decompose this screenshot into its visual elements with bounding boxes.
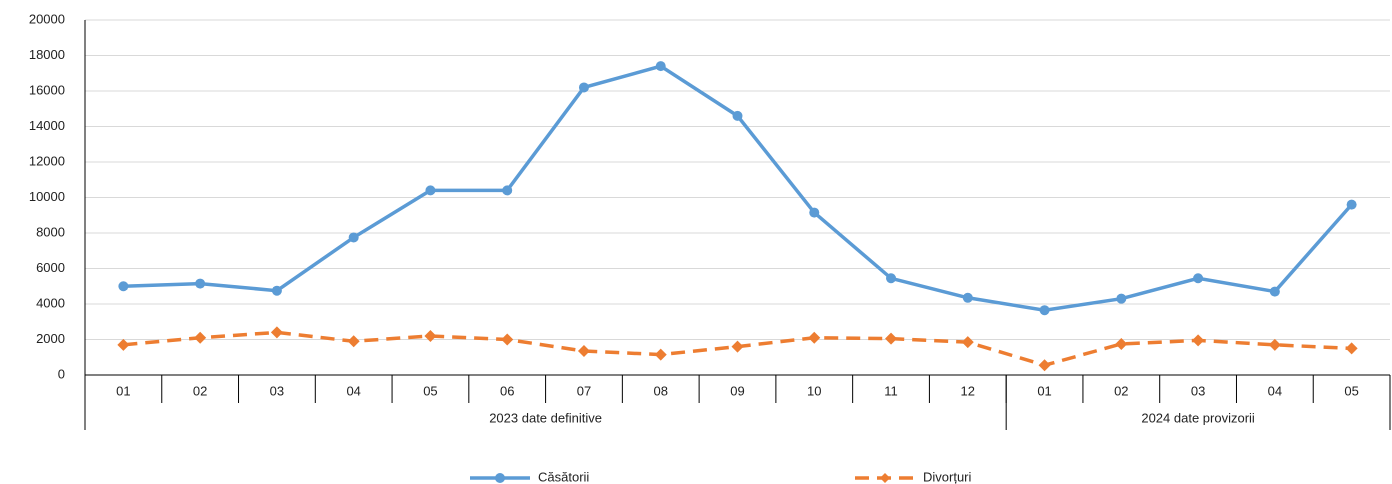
marker	[501, 333, 514, 346]
x-tick-label: 02	[1114, 383, 1128, 398]
marker	[502, 185, 513, 196]
x-tick-label: 02	[193, 383, 207, 398]
marker	[348, 232, 359, 243]
marker	[425, 185, 436, 196]
y-tick-label: 6000	[36, 260, 65, 275]
series-line	[123, 64, 1353, 312]
marker	[962, 292, 973, 303]
x-tick-label: 10	[807, 383, 821, 398]
group-label: 2023 date definitive	[489, 410, 602, 425]
marker	[424, 329, 437, 342]
legend-marker	[880, 473, 890, 483]
x-tick-label: 11	[884, 383, 898, 398]
marker	[1116, 293, 1127, 304]
legend-marker	[495, 473, 505, 483]
marker	[117, 338, 130, 351]
marker	[347, 335, 360, 348]
marker	[577, 345, 590, 358]
x-tick-label: 09	[730, 383, 744, 398]
marker	[1192, 334, 1205, 347]
x-tick-label: 03	[270, 383, 284, 398]
marker	[655, 61, 666, 72]
marker	[885, 332, 898, 345]
y-tick-label: 4000	[36, 295, 65, 310]
x-tick-label: 08	[654, 383, 668, 398]
marker	[1193, 273, 1204, 284]
marker	[578, 82, 589, 93]
x-tick-label: 01	[116, 383, 130, 398]
marker	[1269, 286, 1280, 297]
marker	[270, 326, 283, 339]
marker	[195, 278, 206, 289]
y-tick-label: 12000	[29, 153, 65, 168]
x-tick-label: 05	[423, 383, 437, 398]
marker	[808, 331, 821, 344]
marker	[961, 336, 974, 349]
y-tick-label: 18000	[29, 47, 65, 62]
x-tick-label: 07	[577, 383, 591, 398]
marker	[194, 331, 207, 344]
marker	[809, 207, 820, 218]
marker	[118, 281, 129, 292]
marker	[271, 285, 282, 296]
marker	[732, 110, 743, 121]
y-tick-label: 0	[58, 366, 65, 381]
marker	[1038, 359, 1051, 372]
x-tick-label: 12	[961, 383, 975, 398]
marker	[1039, 305, 1050, 316]
x-tick-label: 05	[1344, 383, 1358, 398]
x-tick-label: 04	[1268, 383, 1282, 398]
x-tick-label: 01	[1037, 383, 1051, 398]
marker	[731, 340, 744, 353]
x-tick-label: 06	[500, 383, 514, 398]
x-tick-label: 03	[1191, 383, 1205, 398]
y-tick-label: 20000	[29, 11, 65, 26]
marker	[886, 273, 897, 284]
marker	[1345, 342, 1358, 355]
y-tick-label: 8000	[36, 224, 65, 239]
y-tick-label: 10000	[29, 189, 65, 204]
y-tick-label: 2000	[36, 331, 65, 346]
marker	[1268, 338, 1281, 351]
y-tick-label: 16000	[29, 82, 65, 97]
group-label: 2024 date provizorii	[1141, 410, 1255, 425]
marker	[654, 348, 667, 361]
legend-label: Căsătorii	[538, 469, 589, 484]
x-tick-label: 04	[346, 383, 360, 398]
legend-label: Divorțuri	[923, 469, 972, 484]
marker	[1346, 199, 1357, 210]
y-tick-label: 14000	[29, 118, 65, 133]
marker	[1115, 337, 1128, 350]
